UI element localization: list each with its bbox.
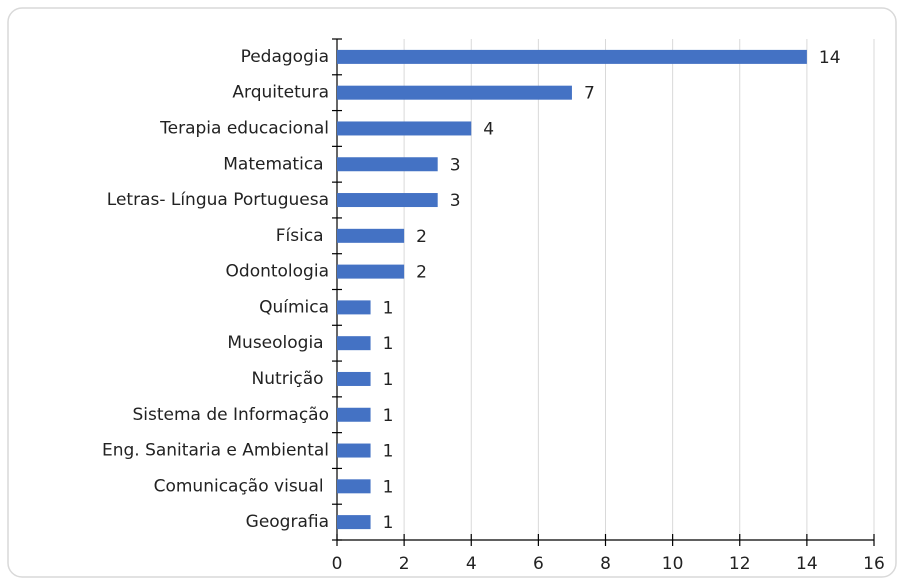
- x-tick-label: 6: [533, 554, 544, 574]
- bar: [337, 228, 405, 243]
- bar: [337, 443, 371, 458]
- bar: [337, 407, 371, 422]
- y-tick-label: Museologia: [227, 333, 329, 353]
- data-label: 1: [383, 298, 394, 318]
- bar: [337, 336, 371, 351]
- y-tick-label: Nutrição: [252, 369, 329, 389]
- x-tick-label: 0: [332, 554, 343, 574]
- y-tick-label: Comunicação visual: [154, 476, 329, 496]
- bar: [337, 371, 371, 386]
- data-label: 2: [416, 227, 427, 247]
- x-tick-label: 4: [466, 554, 477, 574]
- y-tick-label: Química: [259, 297, 329, 317]
- bar: [337, 121, 472, 136]
- bar: [337, 264, 405, 279]
- bar: [337, 49, 807, 64]
- data-label: 1: [383, 406, 394, 426]
- bar: [337, 300, 371, 315]
- data-label: 1: [383, 334, 394, 354]
- data-label: 1: [383, 477, 394, 497]
- y-tick-label: Geografia: [246, 512, 329, 532]
- y-tick-label: Terapia educacional: [159, 118, 329, 138]
- bar: [337, 157, 438, 172]
- data-label: 3: [450, 191, 461, 211]
- data-label: 2: [416, 263, 427, 283]
- data-label: 1: [383, 370, 394, 390]
- bar: [337, 515, 371, 530]
- y-tick-label: Sistema de Informação: [132, 405, 329, 425]
- bar: [337, 479, 371, 494]
- data-label: 1: [383, 442, 394, 462]
- data-label: 1: [383, 513, 394, 533]
- data-label: 3: [450, 155, 461, 175]
- y-tick-label: Pedagogia: [241, 47, 329, 67]
- y-tick-label: Arquitetura: [232, 83, 329, 103]
- y-tick-label: Matematica: [223, 154, 329, 174]
- x-tick-label: 8: [600, 554, 611, 574]
- y-tick-label: Eng. Sanitaria e Ambiental: [102, 441, 329, 461]
- x-tick-label: 12: [729, 554, 751, 574]
- y-tick-label: Física: [276, 226, 329, 246]
- data-label: 7: [584, 84, 595, 104]
- y-tick-label: Odontologia: [226, 262, 329, 282]
- bar: [337, 85, 572, 100]
- x-tick-label: 16: [863, 554, 885, 574]
- data-label: 14: [819, 48, 841, 68]
- data-label: 4: [483, 119, 494, 139]
- x-tick-label: 10: [662, 554, 684, 574]
- bar: [337, 193, 438, 208]
- chart-border: [7, 7, 897, 578]
- x-tick-label: 2: [399, 554, 410, 574]
- y-tick-label: Letras- Língua Portuguesa: [107, 190, 329, 210]
- x-tick-label: 14: [796, 554, 818, 574]
